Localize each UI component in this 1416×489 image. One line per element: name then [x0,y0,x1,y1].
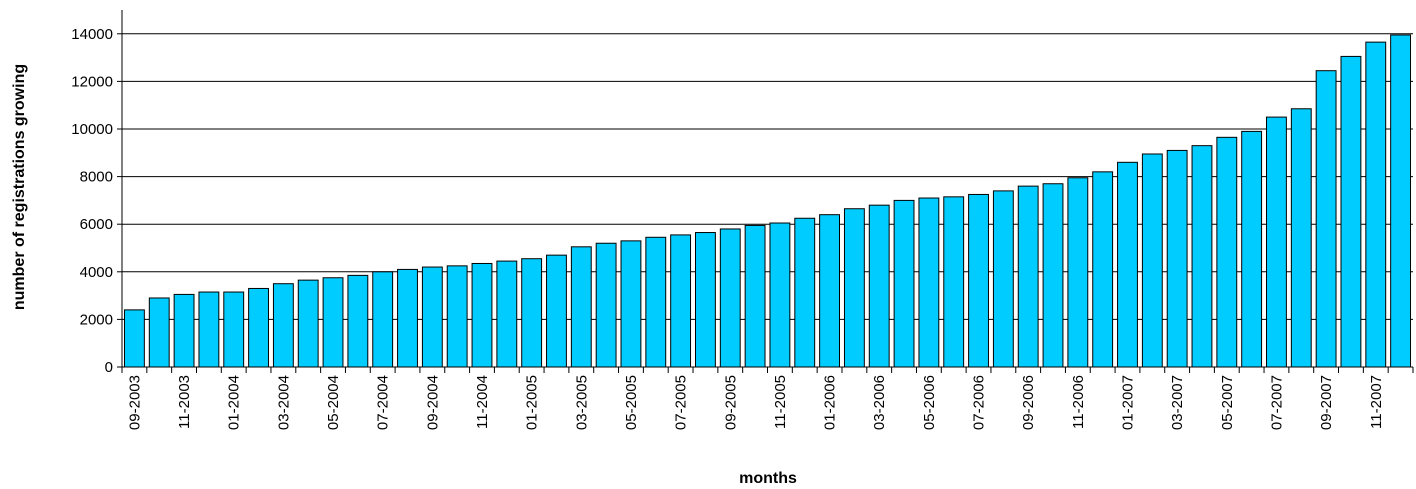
bar [471,262,493,368]
bar [272,283,294,368]
bar [819,214,840,368]
bar [1241,130,1263,368]
bar [670,234,692,368]
y-tick-labels: 0 2000 4000 6000 8000 10000 12000 14000 [71,26,122,376]
x-tick-label: 09-2007 [1318,375,1335,430]
x-tick-label: 05-2004 [325,375,342,430]
bar [347,274,369,368]
x-tick-label: 11-2006 [1070,375,1087,429]
x-tick-label: 07-2005 [673,375,690,430]
x-tick-label: 11-2003 [176,375,193,429]
x-tick-label: 09-2006 [1020,375,1037,430]
x-tick-label: 07-2006 [971,375,988,430]
bar [372,271,394,368]
x-tick-label: 01-2006 [822,375,839,430]
bar [198,291,220,368]
y-tick-label: 4000 [80,264,113,281]
x-tick-label: 01-2004 [226,375,243,430]
x-tick-label: 05-2007 [1219,375,1236,430]
bar [1315,70,1337,368]
bar [695,232,716,368]
bar [1365,41,1387,368]
bar [1092,171,1114,368]
bar [1117,161,1138,368]
bar [620,240,642,368]
bar [1042,183,1064,368]
gridlines [122,33,1413,320]
x-tick-label: 01-2007 [1119,375,1136,430]
bar [297,279,319,368]
x-tick-label: 09-2005 [722,375,739,430]
bar [1067,177,1089,368]
bar [719,228,741,368]
bar [322,277,344,368]
bar [868,204,890,368]
bar [992,190,1014,368]
bar [1216,136,1238,368]
bar [521,258,543,368]
y-tick-label: 6000 [80,216,113,233]
bar [843,208,865,368]
x-tick-label: 03-2004 [275,375,292,430]
bar [943,196,965,368]
x-tick-label: 07-2007 [1268,375,1285,430]
x-tick-label: 01-2005 [524,375,541,430]
bar [1266,116,1287,368]
bar [570,246,592,368]
x-tick-label: 09-2003 [126,375,143,430]
x-tick-label: 05-2005 [623,375,640,430]
bar [1340,55,1362,368]
bar [1166,149,1188,368]
y-tick-label: 10000 [71,121,113,138]
bar [223,291,245,368]
bar [248,287,269,368]
bar [148,297,170,368]
bar [645,236,667,368]
y-tick-label: 2000 [80,311,113,328]
y-tick-label: 8000 [80,169,113,186]
y-tick-label: 14000 [71,26,113,43]
x-tick-label: 05-2006 [921,375,938,430]
y-tick-label: 12000 [71,73,113,90]
bar [123,309,145,368]
bar [794,217,816,368]
bar [1290,108,1312,368]
bar [546,254,567,368]
bar [397,268,418,368]
bar [595,242,617,368]
bar [744,224,766,368]
x-tick-label: 11-2004 [474,375,491,429]
bar [1017,185,1039,368]
bar [421,266,443,368]
x-tick-label: 07-2004 [375,375,392,430]
bar [1191,145,1213,368]
bar [1390,34,1412,368]
y-axis-title: number of registrations growing [11,64,28,310]
bar [893,199,915,368]
bar [496,260,518,368]
x-tick-label: 03-2007 [1169,375,1186,430]
x-tick-label: 11-2007 [1368,375,1385,429]
bar [1141,153,1163,368]
bar [173,293,195,368]
bars [123,34,1412,368]
bar [918,197,940,368]
bar [446,265,468,368]
bar [968,193,989,368]
y-tick-label: 0 [105,359,113,376]
bar [769,222,791,368]
x-tick-label: 09-2004 [424,375,441,430]
x-axis-title: months [739,470,797,487]
x-tick-label: 03-2006 [871,375,888,430]
x-tick-label: 11-2005 [772,375,789,429]
x-tick-labels: 09-2003 11-2003 01-2004 03-2004 05-2004 07-20… [121,367,1414,430]
x-tick-label: 03-2005 [573,375,590,430]
